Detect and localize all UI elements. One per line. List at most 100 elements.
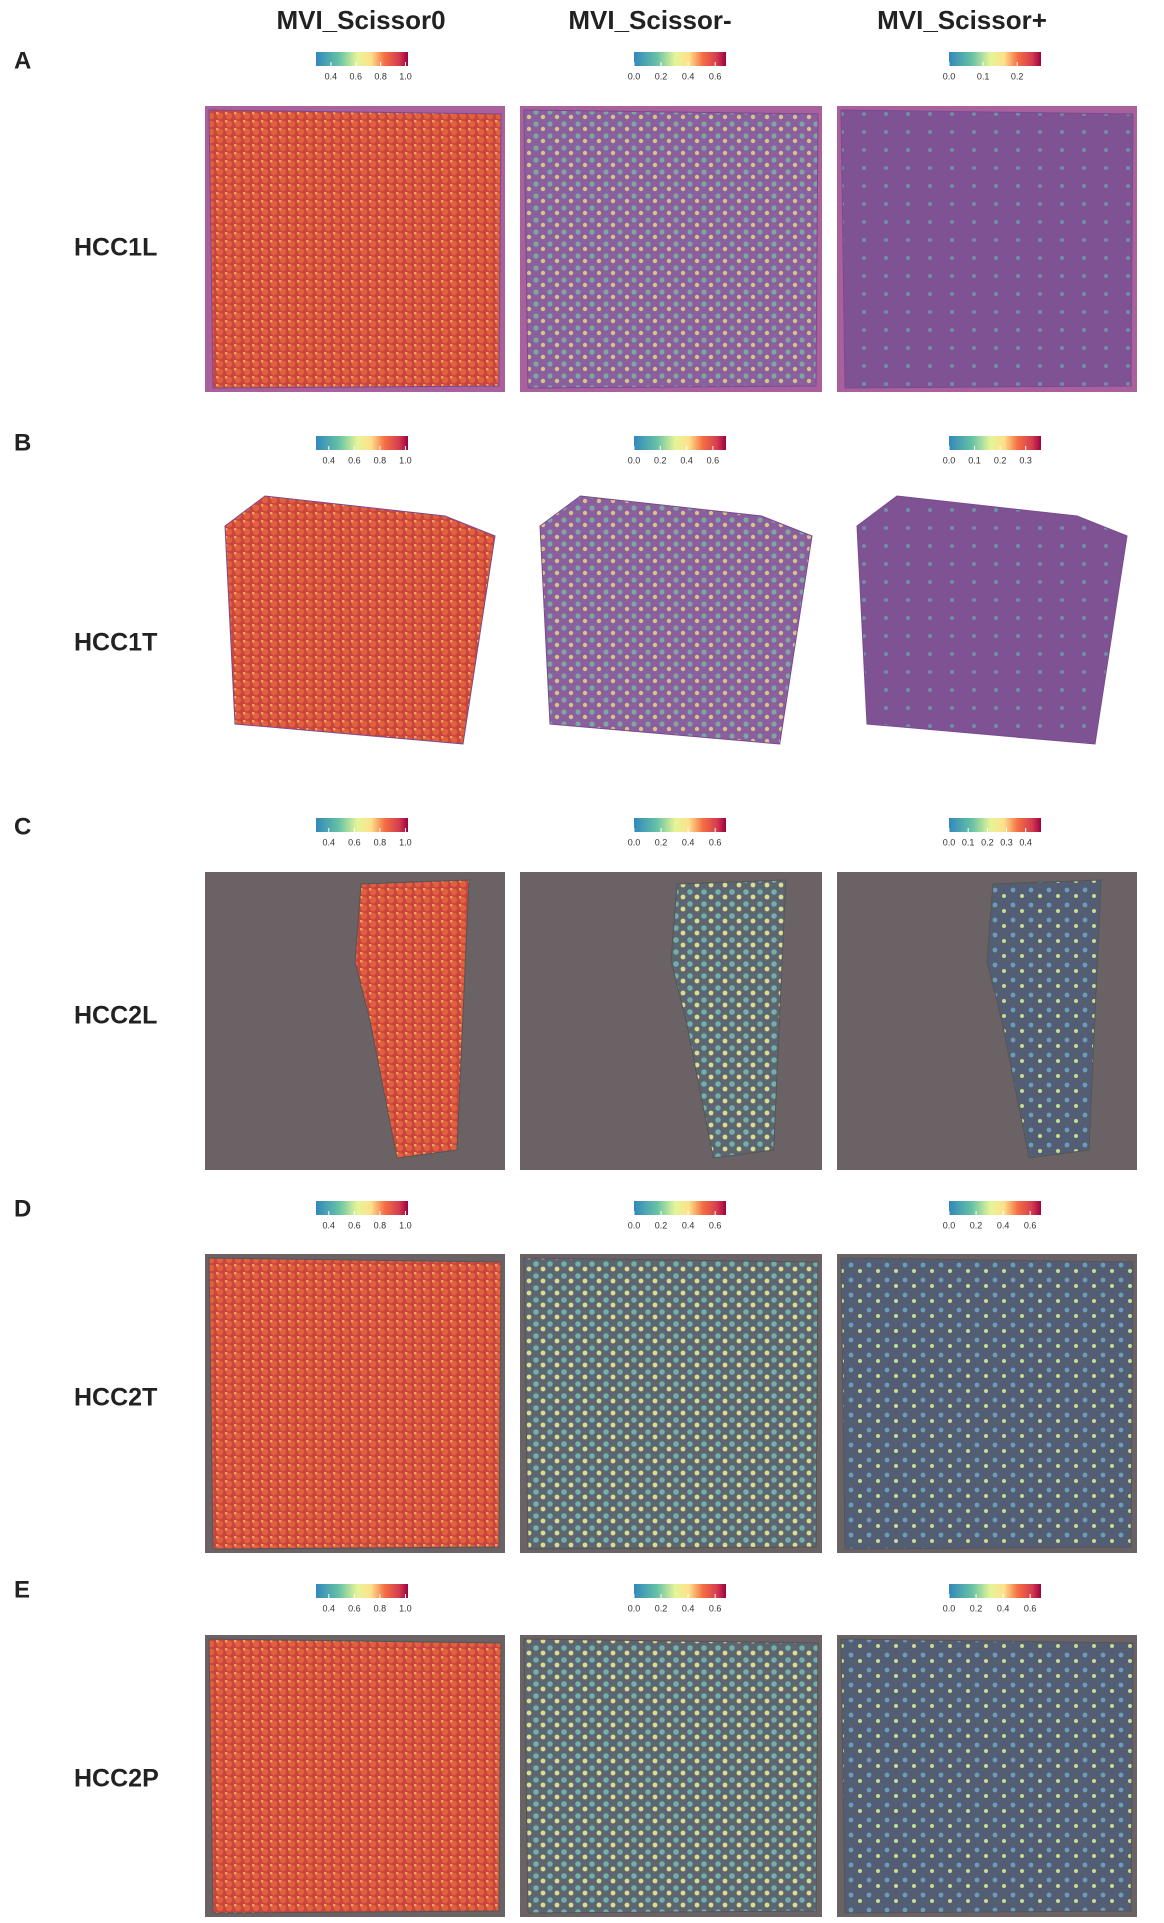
colorbar-tick-label: 0.4	[682, 1220, 695, 1230]
tissue-spots	[208, 109, 502, 389]
tissue-spots	[523, 1638, 819, 1914]
tissue-spots	[354, 879, 470, 1159]
colorbar-tick-label: 0.1	[962, 837, 975, 847]
panel-letter: B	[14, 429, 31, 456]
tissue-spots	[208, 1638, 502, 1914]
column-title: MVI_Scissor0	[276, 5, 445, 35]
colorbar	[949, 1584, 1041, 1598]
colorbar-tick-label: 0.1	[968, 455, 981, 465]
tissue-spots	[539, 495, 813, 745]
colorbar-tick-label: 0.4	[682, 1603, 695, 1613]
colorbar-tick-label: 0.4	[682, 71, 695, 81]
colorbar	[949, 436, 1041, 450]
colorbar-tick-label: 0.4	[997, 1220, 1010, 1230]
panel-letter: D	[14, 1195, 31, 1222]
colorbar-tick-label: 0.0	[628, 1603, 641, 1613]
colorbar-tick-label: 0.3	[1000, 837, 1013, 847]
colorbar-tick-label: 0.8	[374, 1603, 387, 1613]
colorbar-tick-label: 0.3	[1019, 455, 1032, 465]
colorbar-tick-label: 1.0	[399, 837, 412, 847]
tissue-spots	[856, 495, 1128, 745]
colorbar-tick-label: 0.2	[994, 455, 1007, 465]
colorbar-tick-label: 0.4	[323, 1603, 336, 1613]
colorbar-tick-label: 0.2	[655, 1220, 668, 1230]
colorbar	[634, 436, 726, 450]
row-label: HCC2L	[74, 1002, 157, 1030]
column-title: MVI_Scissor+	[877, 5, 1047, 35]
tissue-spots	[523, 109, 819, 389]
row-label: HCC1L	[74, 234, 157, 262]
colorbar-tick-label: 0.6	[1024, 1220, 1037, 1230]
colorbar	[949, 1201, 1041, 1215]
colorbar	[634, 1201, 726, 1215]
colorbar-tick-label: 0.0	[628, 455, 641, 465]
tissue-spots	[208, 1257, 502, 1550]
tissue-spots	[670, 879, 787, 1159]
tissue-spots	[523, 1257, 819, 1550]
colorbar-tick-label: 0.4	[323, 1220, 336, 1230]
colorbar-tick-label: 0.0	[628, 71, 641, 81]
panel-letter: A	[14, 47, 31, 74]
colorbar	[634, 818, 726, 832]
colorbar-tick-label: 0.6	[348, 1603, 361, 1613]
colorbar-tick-label: 0.2	[970, 1220, 983, 1230]
colorbar-tick-label: 0.2	[981, 837, 994, 847]
colorbar-tick-label: 0.8	[374, 71, 387, 81]
colorbar-tick-label: 0.2	[1011, 71, 1024, 81]
colorbar-tick-label: 0.0	[943, 71, 956, 81]
tissue-spots	[840, 109, 1134, 389]
colorbar-tick-label: 0.6	[707, 455, 720, 465]
colorbar-tick-label: 0.1	[977, 71, 990, 81]
colorbar	[316, 52, 408, 66]
colorbar	[316, 436, 408, 450]
colorbar-tick-label: 0.6	[350, 71, 363, 81]
colorbar-tick-label: 0.8	[374, 837, 387, 847]
tissue-spots	[840, 1638, 1134, 1914]
colorbar-tick-label: 0.2	[655, 837, 668, 847]
colorbar-tick-label: 0.2	[655, 1603, 668, 1613]
row-label: HCC2P	[74, 1765, 159, 1793]
colorbar-tick-label: 0.6	[348, 455, 361, 465]
tissue-spots	[840, 1257, 1134, 1550]
row-label: HCC2T	[74, 1384, 157, 1412]
colorbar-tick-label: 0.6	[709, 1603, 722, 1613]
colorbar-tick-label: 0.6	[348, 837, 361, 847]
colorbar-tick-label: 0.4	[323, 455, 336, 465]
panel-letter: C	[14, 813, 31, 840]
colorbar-tick-label: 0.6	[1024, 1603, 1037, 1613]
colorbar-tick-label: 1.0	[399, 1220, 412, 1230]
colorbar-tick-label: 0.4	[325, 71, 338, 81]
colorbar-tick-label: 0.6	[709, 1220, 722, 1230]
tissue-spots	[986, 879, 1102, 1159]
colorbar-tick-label: 0.0	[943, 1603, 956, 1613]
colorbar-tick-label: 1.0	[399, 455, 412, 465]
colorbar-tick-label: 0.4	[680, 455, 693, 465]
colorbar	[949, 818, 1041, 832]
colorbar	[949, 52, 1041, 66]
colorbar-tick-label: 0.2	[970, 1603, 983, 1613]
colorbar-tick-label: 1.0	[399, 1603, 412, 1613]
colorbar-tick-label: 0.4	[682, 837, 695, 847]
colorbar-tick-label: 0.4	[997, 1603, 1010, 1613]
colorbar-tick-label: 0.4	[323, 837, 336, 847]
colorbar-tick-label: 0.6	[709, 837, 722, 847]
colorbar-tick-label: 0.0	[943, 837, 956, 847]
colorbar-tick-label: 0.6	[709, 71, 722, 81]
colorbar-tick-label: 0.2	[654, 455, 667, 465]
colorbar	[316, 1201, 408, 1215]
colorbar-tick-label: 0.8	[374, 1220, 387, 1230]
colorbar-tick-label: 0.6	[348, 1220, 361, 1230]
column-title: MVI_Scissor-	[568, 5, 731, 35]
colorbar-tick-label: 0.0	[943, 1220, 956, 1230]
colorbar-tick-label: 0.0	[628, 837, 641, 847]
colorbar-tick-label: 0.8	[374, 455, 387, 465]
colorbar-tick-label: 0.0	[943, 455, 956, 465]
colorbar-tick-label: 0.4	[1019, 837, 1032, 847]
colorbar	[316, 1584, 408, 1598]
colorbar-tick-label: 0.2	[655, 71, 668, 81]
panel-letter: E	[14, 1576, 30, 1603]
colorbar	[316, 818, 408, 832]
colorbar	[634, 52, 726, 66]
colorbar-tick-label: 0.0	[628, 1220, 641, 1230]
